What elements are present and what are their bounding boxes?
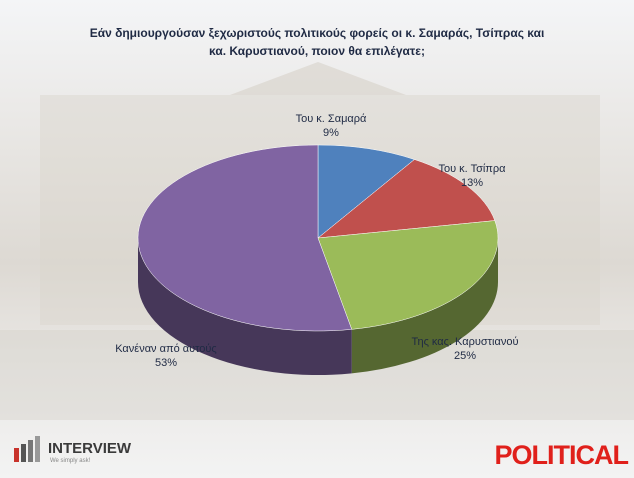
logo-text: INTERVIEW xyxy=(48,440,132,457)
slice-category: Κανέναν από αυτούς xyxy=(115,343,217,355)
brand: POLITICAL xyxy=(494,440,629,470)
slice-value: 25% xyxy=(453,350,477,362)
slice-label: Του κ. Τσίπρα 13% xyxy=(417,162,527,190)
logo-icon xyxy=(14,436,40,462)
chart-title: Εάν δημιουργούσαν ξεχωριστούς πολιτικούς… xyxy=(89,26,545,58)
slice xyxy=(317,220,499,330)
slice xyxy=(317,159,496,239)
slice-value: 53% xyxy=(154,357,178,369)
slice-label: Του κ. Σαμαρά 9% xyxy=(276,112,386,140)
slice-category: Του κ. Τσίπρα xyxy=(438,163,506,175)
slice-side xyxy=(351,238,498,374)
slice-value: 13% xyxy=(460,177,484,189)
slice-value: 9% xyxy=(323,127,339,139)
slice-category: Του κ. Σαμαρά xyxy=(295,113,367,125)
slice xyxy=(137,144,353,332)
slice-category: Της κας. Καρυστιανού xyxy=(411,336,519,348)
logo-tagline: We simply ask! xyxy=(50,458,91,464)
slice-label: Της κας. Καρυστιανού 25% xyxy=(410,335,520,363)
slice-side xyxy=(138,238,352,375)
slice-label: Κανέναν από αυτούς 53% xyxy=(111,342,221,370)
slice xyxy=(317,144,415,239)
